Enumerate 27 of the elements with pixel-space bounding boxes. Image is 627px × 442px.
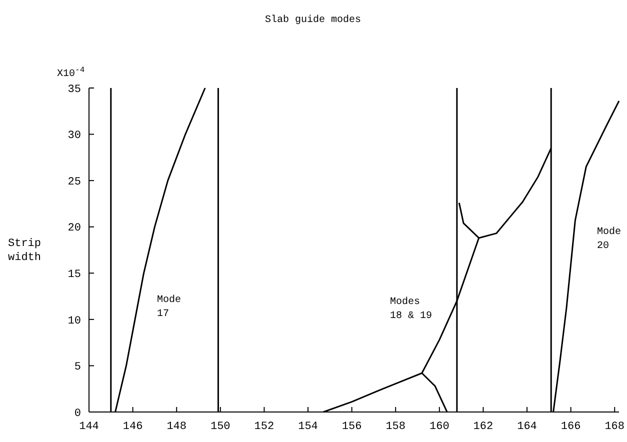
y-tick-label: 20 [68,222,81,235]
y-tick-label: 10 [68,315,81,328]
x-tick-label: 148 [166,421,187,433]
y-tick-label: 5 [74,362,81,374]
x-tick-label: 150 [210,421,230,433]
annotation: Mode 17 [157,294,182,320]
x-tick-label: 156 [342,421,362,433]
chart-title: Slab guide modes [264,14,362,26]
y-tick-label: 30 [68,130,81,142]
annotation: Mode 20 [597,226,622,252]
x-tick-label: 158 [386,421,406,433]
x-tick-label: 166 [560,421,581,433]
x-tick-label: 164 [517,421,538,433]
y-tick-label: 35 [68,84,81,96]
y-tick-label: 25 [68,176,81,188]
x-tick-label: 168 [604,421,625,433]
annotation: Modes 18 & 19 [390,296,432,322]
x-tick-label: 154 [298,421,318,433]
text: X10$^{-4}$ [57,66,85,80]
x-tick-label: 162 [473,421,494,433]
x-tick-label: 146 [122,421,143,433]
y-tick-label: 15 [68,268,81,281]
x-tick-label: 144 [79,421,100,433]
y-axis-title: Strip width [8,238,42,264]
y-tick-label: 0 [74,408,81,420]
x-tick-label: 152 [254,421,274,433]
x-tick-label: 160 [430,421,450,433]
